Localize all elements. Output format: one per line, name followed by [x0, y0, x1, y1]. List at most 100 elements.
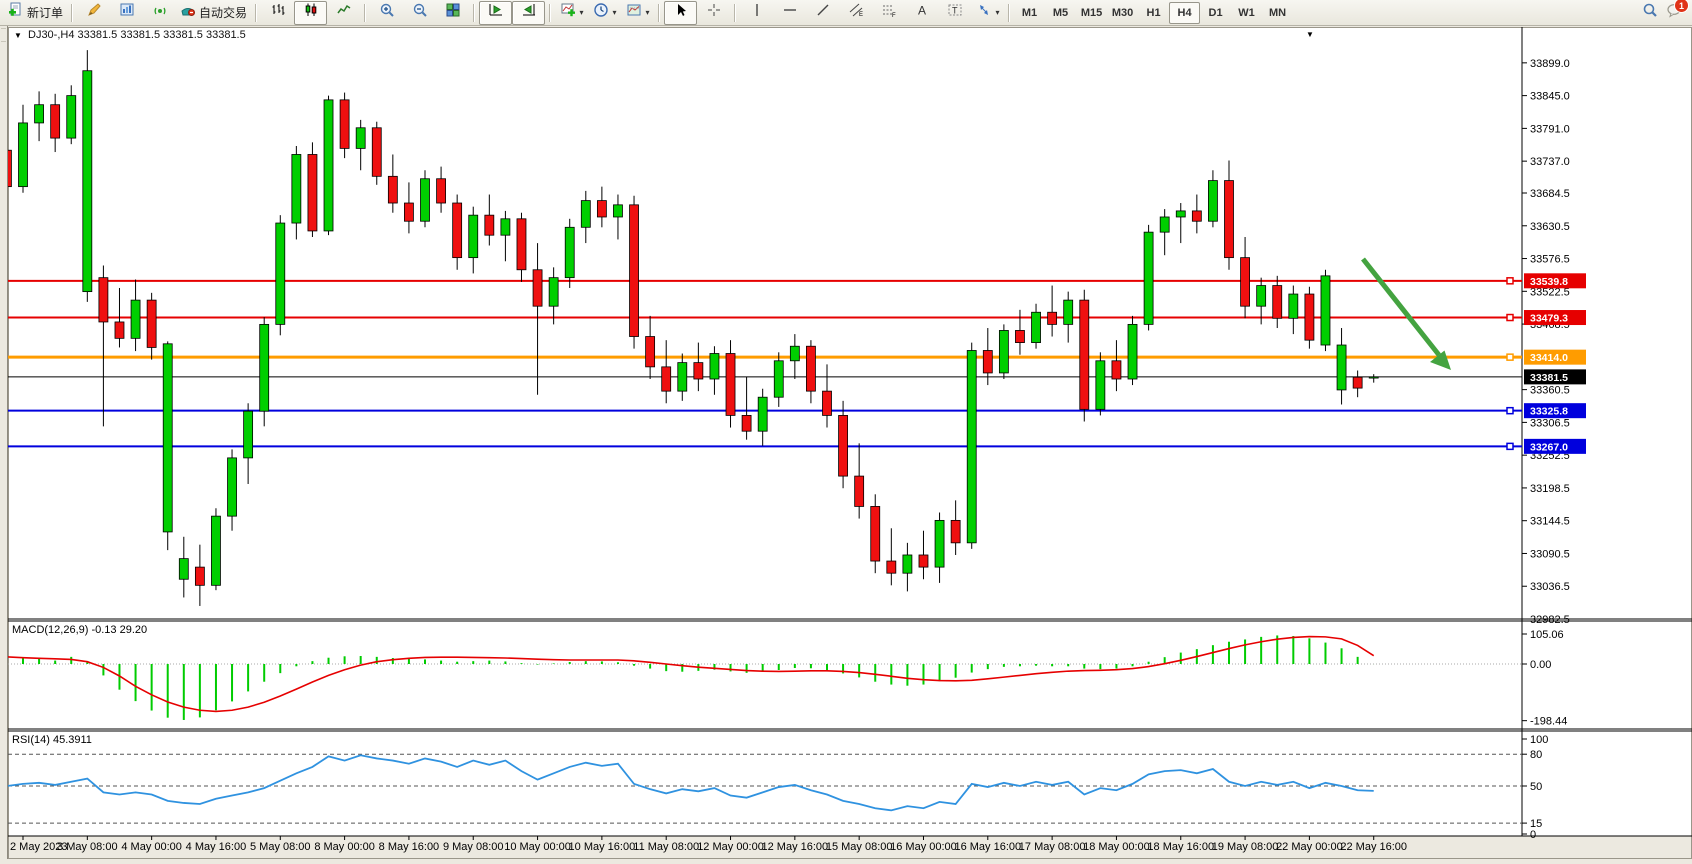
timeframe-button-m5[interactable]: M5: [1052, 6, 1069, 19]
chart-shift-button[interactable]: [512, 0, 546, 25]
timeframe-button-h1[interactable]: H1: [1146, 6, 1161, 19]
candle-body-down: [886, 560, 897, 574]
time-axis-label: 4 May 16:00: [186, 841, 247, 853]
fibonacci-button[interactable]: F: [872, 1, 905, 25]
search-icon[interactable]: [1642, 2, 1658, 23]
time-axis-label: 5 May 08:00: [250, 841, 311, 853]
chart-canvas[interactable]: ▼ DJ30-,H4 33381.5 33381.5 33381.5 33381.…: [8, 27, 1692, 859]
level-handle[interactable]: [1506, 442, 1514, 451]
timeframe-button-w1[interactable]: W1: [1238, 6, 1255, 19]
bar-chart-button[interactable]: [261, 1, 294, 25]
new-order-button[interactable]: 新订单: [4, 1, 67, 25]
timeframe-button-d1[interactable]: D1: [1208, 6, 1223, 19]
candle-body-up: [178, 558, 189, 580]
candle-body-down: [146, 299, 157, 348]
profiles-button[interactable]: [110, 1, 143, 25]
chevron-down-icon[interactable]: ▾: [612, 8, 617, 17]
timeframe-button-m30[interactable]: M30: [1111, 6, 1134, 19]
auto-scroll-button[interactable]: [479, 0, 513, 25]
level-handle[interactable]: [1506, 406, 1514, 415]
level-tag-label: 33414.0: [1530, 352, 1568, 364]
rsi-axis-label: 15: [1530, 818, 1542, 830]
chevron-down-icon[interactable]: ▾: [579, 8, 584, 17]
candle-body-down: [1111, 360, 1122, 380]
down-arrow-head[interactable]: [1430, 350, 1451, 371]
autotrade-button[interactable]: 自动交易: [176, 1, 251, 25]
level-handle[interactable]: [1506, 353, 1514, 361]
toolbar-separator: [255, 3, 258, 22]
text-label-icon: T: [947, 2, 963, 23]
price-axis-label: 33576.5: [1530, 254, 1570, 266]
auto-scroll-icon: [488, 2, 504, 23]
candle-body-up: [1208, 180, 1218, 222]
alerts-button[interactable]: [143, 1, 176, 25]
candle-body-down: [741, 415, 752, 432]
candlestick-series: [8, 50, 1379, 606]
level-handle[interactable]: [1506, 277, 1514, 285]
arrows-button[interactable]: ▾: [971, 1, 1004, 25]
price-axis-label: 33090.5: [1530, 548, 1570, 560]
candle-body-down: [1240, 257, 1250, 307]
time-axis-label: 2 May 2023: [10, 841, 67, 853]
candle-body-down: [307, 154, 318, 232]
timeframe-button-h4[interactable]: H4: [1169, 1, 1201, 24]
timeframe-button-mn[interactable]: MN: [1268, 6, 1287, 19]
vertical-line-icon: [749, 2, 765, 23]
zoom-in-icon: [379, 2, 395, 23]
candle-body-down: [516, 218, 527, 271]
macd-signal-line: [8, 635, 1375, 713]
trendline-icon: [815, 2, 831, 23]
candle-body-up: [82, 70, 93, 293]
autotrade-icon: [180, 2, 196, 23]
text-label-button[interactable]: T: [938, 1, 971, 25]
level-price-tag: [1524, 273, 1586, 289]
level-handle[interactable]: [1506, 313, 1514, 322]
toolbar-group: 新订单: [4, 1, 67, 25]
time-axis-label: 3 May 08:00: [57, 841, 118, 853]
candle-body-down: [1191, 210, 1202, 222]
trendline-button[interactable]: [806, 1, 839, 25]
zoom-out-icon: [412, 2, 428, 23]
candle-body-down: [838, 415, 848, 477]
periods-button[interactable]: ▾: [588, 1, 621, 25]
candle-body-down: [1272, 285, 1283, 319]
zoom-in-button[interactable]: [370, 1, 403, 25]
chevron-down-icon[interactable]: ▾: [645, 8, 650, 17]
channel-button[interactable]: E: [839, 1, 872, 25]
down-arrow-line[interactable]: [1361, 257, 1441, 357]
rsi-indicator-label: RSI(14) 45.3911: [12, 734, 92, 746]
styler-icon: [86, 2, 102, 23]
rsi-axis-label: 50: [1530, 781, 1542, 793]
rsi-line: [8, 754, 1374, 812]
horizontal-line-button[interactable]: [773, 1, 806, 25]
chart-shift-icon: [521, 2, 537, 23]
candle-body-down: [950, 519, 961, 544]
timeframe-button-m1[interactable]: M1: [1021, 6, 1038, 19]
toolbar-group: E F A T ▾: [740, 1, 1004, 25]
candle-body-down: [806, 345, 816, 392]
candle-body-up: [1288, 293, 1299, 319]
chat-icon[interactable]: 1: [1666, 0, 1689, 23]
styler-button[interactable]: [77, 1, 110, 25]
price-axis-label: 33036.5: [1530, 581, 1570, 593]
vertical-line-button[interactable]: [740, 1, 773, 25]
crosshair-button[interactable]: [697, 1, 730, 25]
candle-body-up: [355, 127, 366, 149]
chevron-down-icon[interactable]: ▾: [995, 8, 1000, 17]
svg-text:F: F: [892, 13, 896, 18]
time-axis-label: 4 May 00:00: [121, 841, 182, 853]
tile-windows-button[interactable]: [436, 1, 469, 25]
timeframe-button-m15[interactable]: M15: [1080, 6, 1103, 19]
zoom-out-button[interactable]: [403, 1, 436, 25]
time-axis-label: 8 May 00:00: [314, 841, 375, 853]
cursor-button[interactable]: [664, 0, 698, 25]
candle-body-up: [1127, 323, 1138, 380]
candle-body-up: [1159, 216, 1170, 233]
text-button[interactable]: A: [905, 1, 938, 25]
templates-button[interactable]: ▾: [621, 1, 654, 25]
line-chart-button[interactable]: [327, 1, 360, 25]
indicators-button[interactable]: ▾: [555, 1, 588, 25]
candlestick-button[interactable]: [294, 0, 328, 25]
chart-window: ▼ DJ30-,H4 33381.5 33381.5 33381.5 33381.…: [8, 27, 1692, 864]
new-order-icon: [8, 2, 24, 23]
